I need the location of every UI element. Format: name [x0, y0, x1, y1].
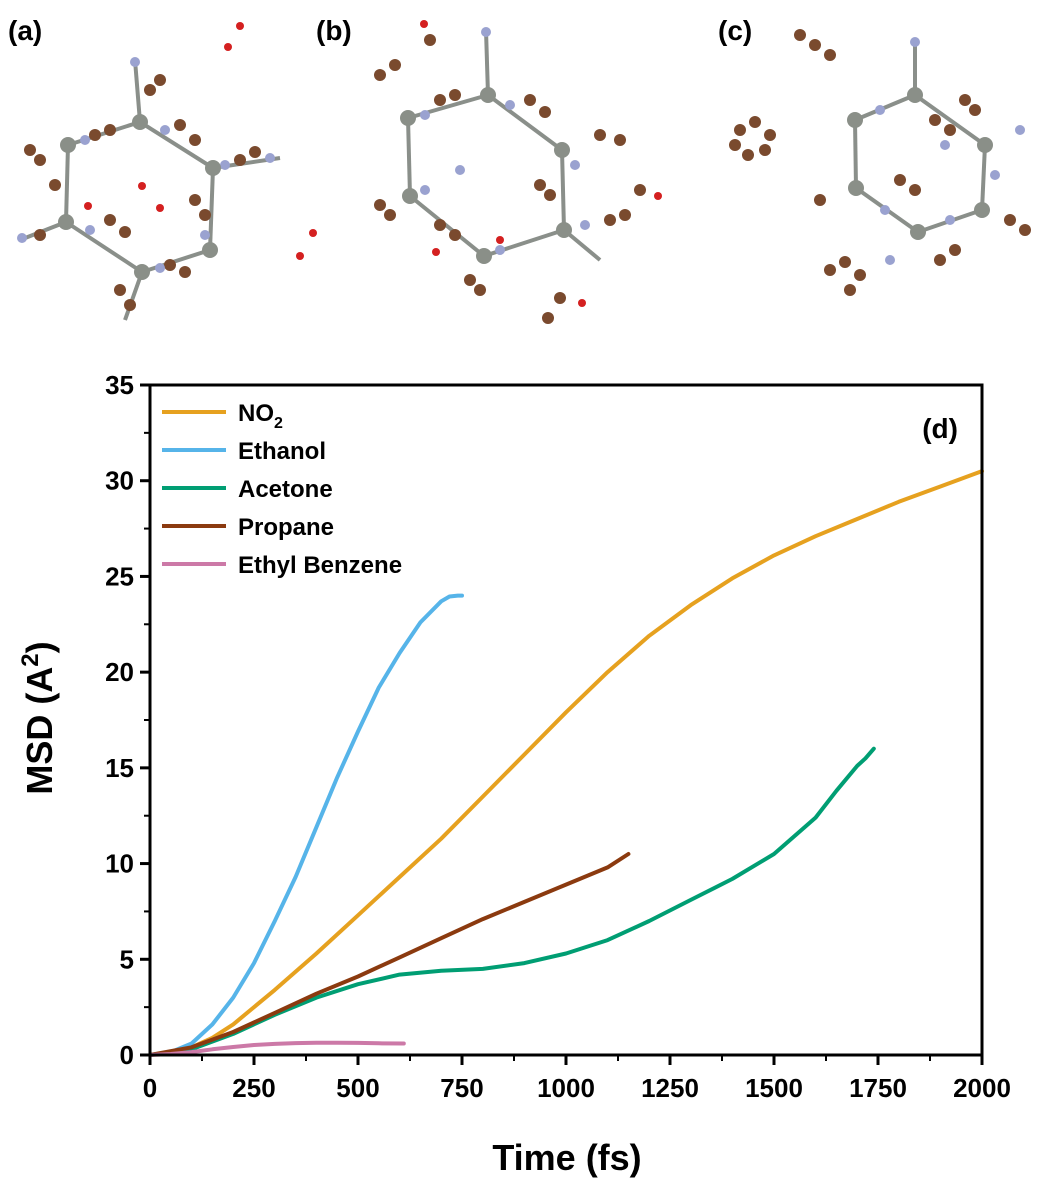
y-tick-label: 20: [105, 657, 134, 687]
x-tick-label: 1250: [641, 1073, 699, 1103]
y-axis-title: MSD (A2): [17, 641, 60, 794]
molecule-a-image: [17, 22, 317, 321]
y-axis-title-prefix: MSD (A: [19, 667, 60, 795]
panel-a: (a): [8, 15, 317, 321]
y-tick-label: 0: [120, 1040, 134, 1070]
y-tick-label: 10: [105, 849, 134, 879]
series-line-propane: [148, 852, 631, 1057]
legend-label-ethanol: Ethanol: [238, 438, 326, 465]
legend-label-propane: Propane: [238, 514, 334, 541]
panel-a-label: (a): [8, 15, 42, 46]
x-tick-label: 1500: [745, 1073, 803, 1103]
x-tick-label: 2000: [953, 1073, 1011, 1103]
ticks-layer: 0 250 500 750 1000 1250 1500 1750 2000 0 5 10 15 20 25…: [105, 370, 1011, 1103]
legend-label-subscript: 2: [274, 415, 283, 432]
legend-label-no2: NO2: [238, 400, 283, 432]
x-tick-label: 0: [143, 1073, 157, 1103]
x-axis-title: Time (fs): [492, 1137, 641, 1178]
panel-b-label: (b): [316, 15, 352, 46]
x-tick-label: 250: [232, 1073, 275, 1103]
y-tick-label: 25: [105, 561, 134, 591]
legend-label-ethyl-benzene: Ethyl Benzene: [238, 552, 402, 579]
legend: NO2 Ethanol Acetone Propane Ethyl Benzene: [162, 400, 402, 579]
x-tick-label: 1000: [537, 1073, 595, 1103]
panel-c-label: (c): [718, 15, 752, 46]
x-tick-label: 1750: [849, 1073, 907, 1103]
series-layer: [148, 469, 984, 1057]
msd-chart: 0 250 500 750 1000 1250 1500 1750 2000 0 5 10 15 20 25…: [17, 370, 1011, 1178]
x-tick-label: 750: [440, 1073, 483, 1103]
molecule-c-image: [729, 29, 1031, 296]
panel-d-label: (d): [922, 413, 958, 444]
series-line-ethyl-benzene: [148, 1040, 406, 1057]
x-tick-label: 500: [336, 1073, 379, 1103]
y-tick-label: 35: [105, 370, 134, 400]
molecule-b-image: [374, 20, 662, 324]
panel-c: (c): [718, 15, 1031, 296]
panel-b: (b): [316, 15, 662, 324]
y-tick-label: 30: [105, 466, 134, 496]
series-line-acetone: [148, 746, 876, 1057]
series-line-ethanol: [148, 593, 464, 1057]
y-tick-label: 5: [120, 944, 134, 974]
series-line-no2: [148, 469, 984, 1057]
y-axis-title-sup: 2: [17, 653, 44, 666]
y-axis-title-suffix: ): [19, 641, 60, 653]
y-tick-label: 15: [105, 753, 134, 783]
legend-label-acetone: Acetone: [238, 476, 333, 503]
